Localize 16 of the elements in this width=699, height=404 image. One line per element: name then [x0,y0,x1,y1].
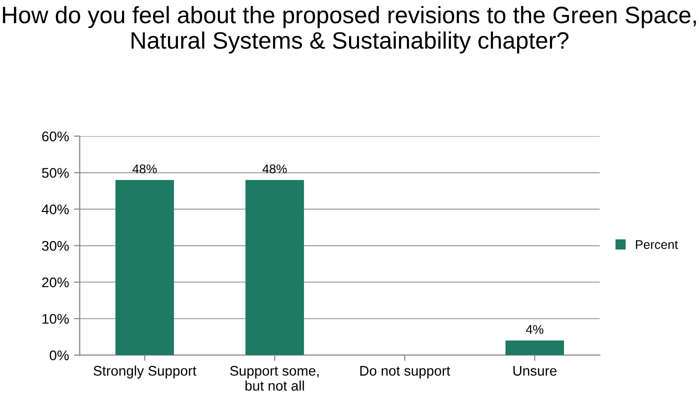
y-tick-label: 10% [42,314,69,324]
data-label: 4% [526,325,544,334]
x-tick-label: Support some, but not all [230,366,319,391]
y-tick-label: 0% [50,350,69,360]
x-tick-label: Unsure [513,366,557,376]
x-tick-label: Do not support [360,366,450,378]
y-tick-label: 40% [42,204,69,214]
x-tick-label: Strongly Support [94,366,196,378]
chart-title: How do you feel about the proposed revisions to the Green Space, Natural Systems & Sustainability chapter? [2,6,696,54]
data-label: 48% [132,164,157,174]
y-tick-label: 50% [42,168,69,178]
legend-label: Percent [636,240,678,249]
y-tick-label: 30% [42,240,69,251]
y-tick-label: 20% [42,277,69,288]
data-label: 48% [262,164,287,174]
y-tick-label: 60% [42,131,69,142]
